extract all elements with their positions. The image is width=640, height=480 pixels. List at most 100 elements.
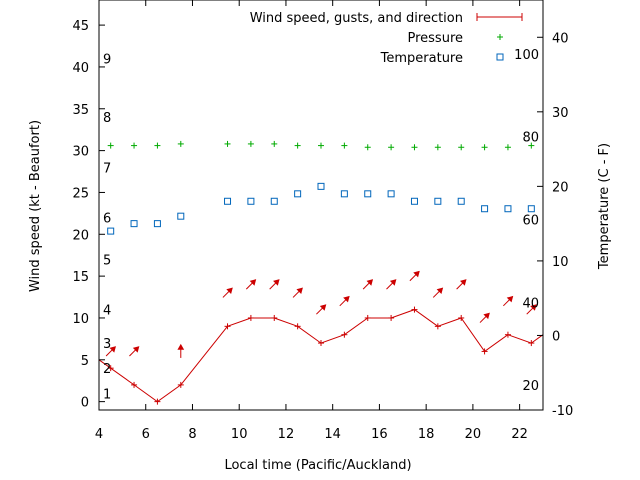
pressure-point bbox=[434, 144, 441, 151]
beaufort-label: 3 bbox=[103, 337, 111, 352]
wind-direction-arrow bbox=[316, 304, 327, 315]
pressure-point bbox=[247, 140, 254, 147]
wind-direction-arrow bbox=[269, 279, 280, 290]
wind-speed-point bbox=[434, 323, 441, 330]
wind-speed-point bbox=[388, 314, 395, 321]
temperature-point bbox=[107, 227, 115, 235]
temperature-point bbox=[153, 220, 161, 228]
y-right-tick-label: 10 bbox=[552, 255, 569, 270]
legend-swatch-pressure bbox=[497, 34, 503, 40]
y-right-tick-label: 30 bbox=[552, 106, 569, 121]
wind-direction-arrow bbox=[432, 287, 444, 298]
pressure-point bbox=[341, 142, 348, 149]
y-right-tick-label: -10 bbox=[552, 404, 573, 419]
pressure-point bbox=[154, 142, 161, 149]
beaufort-label: 9 bbox=[103, 53, 111, 68]
wind-direction-arrow bbox=[362, 279, 374, 290]
wind-speed-line bbox=[98, 309, 544, 403]
legend-label: Temperature bbox=[380, 51, 463, 66]
y-left-tick-label: 30 bbox=[72, 145, 89, 160]
x-tick-label: 12 bbox=[278, 427, 295, 442]
wind-speed-point bbox=[107, 365, 114, 372]
wind-speed-point bbox=[131, 381, 138, 388]
y-left-tick-label: 40 bbox=[72, 61, 89, 76]
y-right-tick-label: 20 bbox=[552, 180, 569, 195]
temperature-point bbox=[504, 205, 512, 213]
x-tick-label: 10 bbox=[231, 427, 248, 442]
x-tick-label: 6 bbox=[142, 427, 150, 442]
y-left-tick-label: 25 bbox=[72, 186, 89, 201]
wind-speed-point bbox=[271, 314, 278, 321]
wind-direction-arrow bbox=[292, 287, 303, 298]
beaufort-label: 4 bbox=[103, 304, 111, 319]
fahrenheit-label: 20 bbox=[522, 379, 539, 394]
wind-speed-point bbox=[411, 306, 418, 313]
wind-speed-point bbox=[318, 340, 324, 347]
y-left-tick-label: 10 bbox=[72, 312, 89, 327]
pressure-point bbox=[224, 140, 231, 147]
fahrenheit-label: 40 bbox=[522, 296, 539, 311]
y-left-tick-label: 15 bbox=[72, 270, 89, 285]
pressure-point bbox=[388, 144, 395, 151]
y-left-tick-label: 45 bbox=[72, 19, 89, 34]
y-right-tick-label: 0 bbox=[552, 329, 560, 344]
pressure-point bbox=[458, 144, 465, 151]
wind-speed-point bbox=[224, 323, 231, 330]
temperature-point bbox=[481, 205, 489, 213]
pressure-point bbox=[411, 144, 418, 151]
wind-direction-arrow bbox=[129, 346, 140, 357]
wind-direction-arrow bbox=[502, 295, 514, 307]
x-tick-label: 20 bbox=[465, 427, 482, 442]
wind-direction-arrow bbox=[245, 279, 257, 290]
wind-direction-arrow bbox=[456, 279, 467, 290]
wind-speed-point bbox=[364, 314, 371, 321]
beaufort-label: 2 bbox=[103, 362, 111, 377]
temperature-point bbox=[387, 190, 395, 198]
y-axis-left-label: Wind speed (kt - Beaufort) bbox=[28, 120, 43, 292]
y-left-tick-label: 5 bbox=[81, 354, 89, 369]
x-tick-label: 18 bbox=[418, 427, 435, 442]
wind-direction-arrow bbox=[177, 343, 185, 358]
x-tick-label: 4 bbox=[95, 427, 103, 442]
temperature-point bbox=[410, 197, 418, 205]
pressure-point bbox=[481, 144, 488, 151]
wind-direction-arrow bbox=[386, 279, 397, 290]
wind-speed-point bbox=[458, 314, 465, 321]
fahrenheit-label: 80 bbox=[522, 131, 539, 146]
y-left-tick-label: 0 bbox=[81, 396, 89, 411]
beaufort-label: 8 bbox=[103, 111, 111, 126]
beaufort-label: 5 bbox=[103, 253, 111, 268]
pressure-point bbox=[294, 142, 301, 149]
wind-direction-arrow bbox=[526, 304, 537, 315]
temperature-point bbox=[434, 197, 442, 205]
pressure-point bbox=[131, 142, 138, 149]
temperature-point bbox=[364, 190, 372, 198]
wind-speed-point bbox=[294, 323, 301, 330]
wind-direction-arrow bbox=[479, 312, 490, 323]
y-right-tick-label: 40 bbox=[552, 31, 569, 46]
pressure-point bbox=[107, 142, 114, 149]
temperature-point bbox=[340, 190, 348, 198]
wind-direction-arrow bbox=[339, 295, 350, 307]
x-axis-label: Local time (Pacific/Auckland) bbox=[224, 458, 411, 473]
y-left-tick-label: 20 bbox=[72, 228, 89, 243]
fahrenheit-label: 100 bbox=[514, 48, 539, 63]
temperature-point bbox=[177, 212, 185, 220]
x-tick-label: 22 bbox=[511, 427, 528, 442]
pressure-point bbox=[364, 144, 371, 151]
legend-swatch-temperature bbox=[496, 53, 504, 61]
wind-speed-point bbox=[481, 348, 488, 355]
temperature-point bbox=[317, 182, 325, 190]
legend-label: Pressure bbox=[407, 31, 463, 46]
pressure-point bbox=[318, 142, 324, 149]
x-tick-label: 14 bbox=[324, 427, 341, 442]
x-tick-label: 16 bbox=[371, 427, 388, 442]
beaufort-label: 1 bbox=[103, 387, 111, 402]
temperature-point bbox=[270, 197, 278, 205]
pressure-point bbox=[504, 144, 511, 151]
beaufort-label: 7 bbox=[103, 161, 111, 176]
legend-label: Wind speed, gusts, and direction bbox=[250, 11, 463, 26]
temperature-point bbox=[130, 220, 138, 228]
temperature-point bbox=[224, 197, 232, 205]
